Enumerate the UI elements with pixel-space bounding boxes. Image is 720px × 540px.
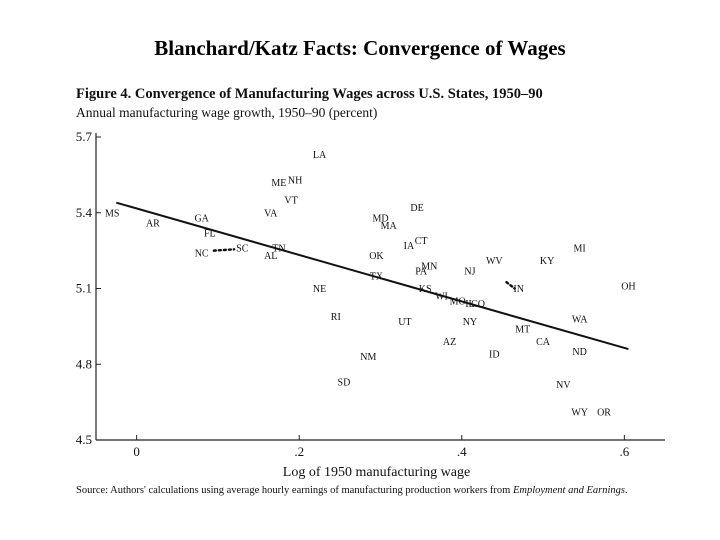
slide-title: Blanchard/Katz Facts: Convergence of Wag… xyxy=(154,36,566,60)
x-tick-label: .2 xyxy=(294,444,304,459)
data-point-tn: TN xyxy=(272,244,285,255)
data-point-ga: GA xyxy=(194,213,209,224)
data-point-mi: MI xyxy=(574,244,586,255)
regression-line xyxy=(116,201,629,351)
x-tick-label: .6 xyxy=(619,444,629,459)
y-tick-label: 5.1 xyxy=(76,281,92,296)
data-point-nh: NH xyxy=(288,175,302,186)
data-point-ar: AR xyxy=(146,218,160,229)
data-point-in: IN xyxy=(513,284,524,295)
data-point-il: IL xyxy=(465,299,474,310)
data-point-de: DE xyxy=(410,203,423,214)
data-point-wv: WV xyxy=(486,256,503,267)
data-point-ca: CA xyxy=(536,337,551,348)
data-point-pa: PA xyxy=(415,266,428,277)
data-point-oh: OH xyxy=(621,281,635,292)
data-point-mt: MT xyxy=(515,324,530,335)
data-point-ma: MA xyxy=(381,221,398,232)
data-point-wi: WI xyxy=(435,292,448,303)
data-point-ok: OK xyxy=(369,251,384,262)
data-point-ks: KS xyxy=(419,284,432,295)
data-point-ri: RI xyxy=(331,312,341,323)
data-point-sd: SD xyxy=(338,377,351,388)
data-point-vt: VT xyxy=(284,196,297,207)
data-point-al: AL xyxy=(264,251,277,262)
data-point-la: LA xyxy=(313,150,327,161)
data-point-az: AZ xyxy=(443,337,456,348)
data-point-ut: UT xyxy=(398,317,411,328)
data-point-mn: MN xyxy=(421,261,437,272)
data-point-nv: NV xyxy=(556,380,571,391)
data-point-nd: ND xyxy=(572,347,586,358)
y-axis-label: Annual manufacturing wage growth, 1950–9… xyxy=(76,105,378,120)
data-point-id: ID xyxy=(489,350,500,361)
y-tick-label: 5.4 xyxy=(76,205,93,220)
data-point-ms: MS xyxy=(105,208,119,219)
data-point-fl: FL xyxy=(204,228,216,239)
data-point-or: OR xyxy=(597,408,611,419)
figure-title: Figure 4. Convergence of Manufacturing W… xyxy=(76,86,543,102)
data-point-wa: WA xyxy=(572,314,588,325)
data-point-mo: MO xyxy=(450,297,466,308)
data-point-ne: NE xyxy=(313,284,326,295)
data-point-nm: NM xyxy=(360,352,376,363)
data-point-sc: SC xyxy=(236,244,249,255)
y-tick-label: 5.7 xyxy=(76,129,93,144)
data-point-co: CO xyxy=(471,299,485,310)
x-axis-label: Log of 1950 manufacturing wage xyxy=(283,465,470,480)
data-point-ny: NY xyxy=(463,317,477,328)
point-connector xyxy=(505,280,516,290)
data-point-nc: NC xyxy=(195,249,209,260)
data-point-tx: TX xyxy=(370,271,384,282)
source-note: Source: Authors' calculations using aver… xyxy=(76,484,716,497)
data-point-nj: NJ xyxy=(464,266,475,277)
y-tick-label: 4.5 xyxy=(76,432,92,447)
y-tick-label: 4.8 xyxy=(76,356,92,371)
source-text: Source: Authors' calculations using aver… xyxy=(76,485,513,496)
data-point-ia: IA xyxy=(404,241,415,252)
source-publication: Employment and Earnings xyxy=(512,485,625,496)
source-suffix: . xyxy=(624,485,628,496)
data-point-ky: KY xyxy=(540,256,554,267)
x-tick-label: .4 xyxy=(457,444,467,459)
data-point-md: MD xyxy=(372,213,388,224)
point-connector xyxy=(212,248,236,252)
data-point-ct: CT xyxy=(415,236,428,247)
x-tick-label: 0 xyxy=(133,444,140,459)
data-point-va: VA xyxy=(264,208,278,219)
data-point-me: ME xyxy=(271,178,286,189)
data-point-wy: WY xyxy=(571,408,588,419)
